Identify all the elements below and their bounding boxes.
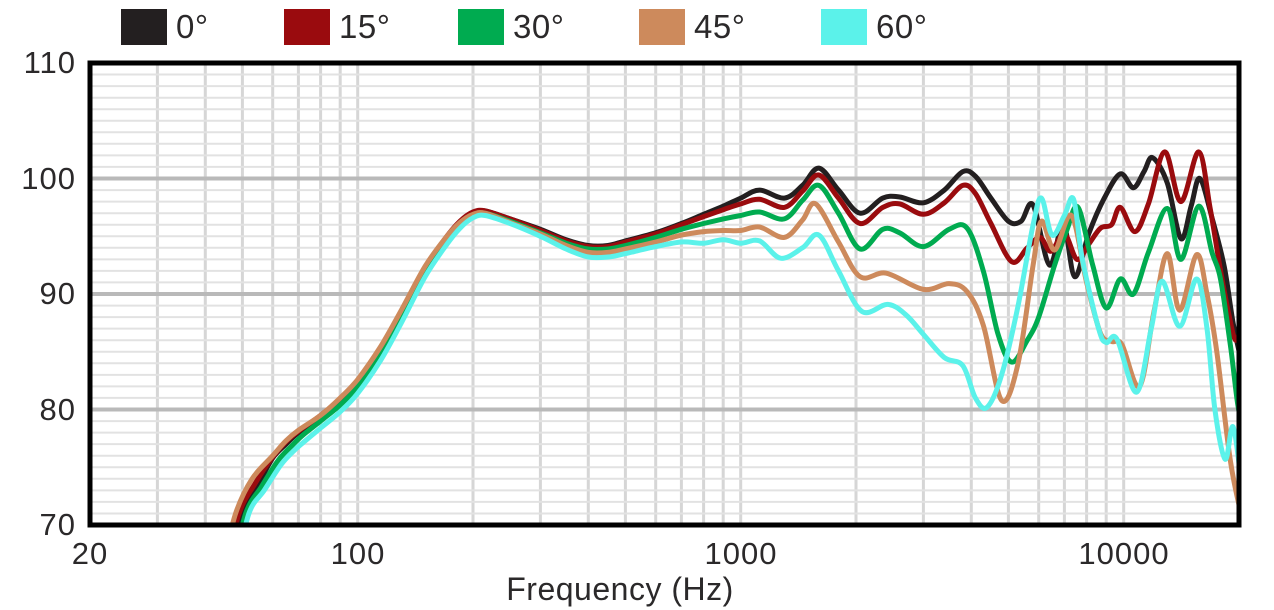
- y-tick-label: 80: [39, 392, 76, 427]
- legend-label-45deg: 45°: [694, 8, 746, 45]
- legend-item-15deg: 15°: [284, 8, 390, 46]
- plot-border: [87, 60, 1242, 528]
- legend-label-15deg: 15°: [339, 8, 391, 45]
- legend-item-0deg: 0°: [121, 8, 209, 46]
- y-tick-label: 70: [39, 507, 76, 542]
- y-tick-label: 110: [23, 45, 76, 80]
- legend-label-0deg: 0°: [176, 8, 209, 45]
- curve-45deg: [230, 200, 1242, 523]
- x-tick-label: 20: [71, 536, 109, 571]
- curve-60deg: [243, 195, 1242, 523]
- legend-swatch-15deg: [284, 9, 330, 45]
- x-axis-title: Frequency (Hz): [506, 571, 734, 607]
- chart-legend: 0° 15° 30° 45° 60°: [0, 0, 1274, 54]
- curve-30deg: [240, 182, 1242, 523]
- y-tick-label: 100: [21, 161, 76, 196]
- x-tick-label: 1000: [704, 536, 778, 571]
- legend-swatch-0deg: [121, 9, 167, 45]
- y-tick-label: 90: [39, 276, 76, 311]
- legend-label-60deg: 60°: [876, 8, 928, 45]
- x-tick-label: 10000: [1078, 536, 1170, 571]
- legend-item-60deg: 60°: [821, 8, 927, 46]
- legend-swatch-30deg: [458, 9, 504, 45]
- legend-item-30deg: 30°: [458, 8, 564, 46]
- legend-item-45deg: 45°: [639, 8, 745, 46]
- x-tick-label: 100: [330, 536, 386, 571]
- legend-label-30deg: 30°: [513, 8, 565, 45]
- legend-swatch-45deg: [639, 9, 685, 45]
- legend-swatch-60deg: [821, 9, 867, 45]
